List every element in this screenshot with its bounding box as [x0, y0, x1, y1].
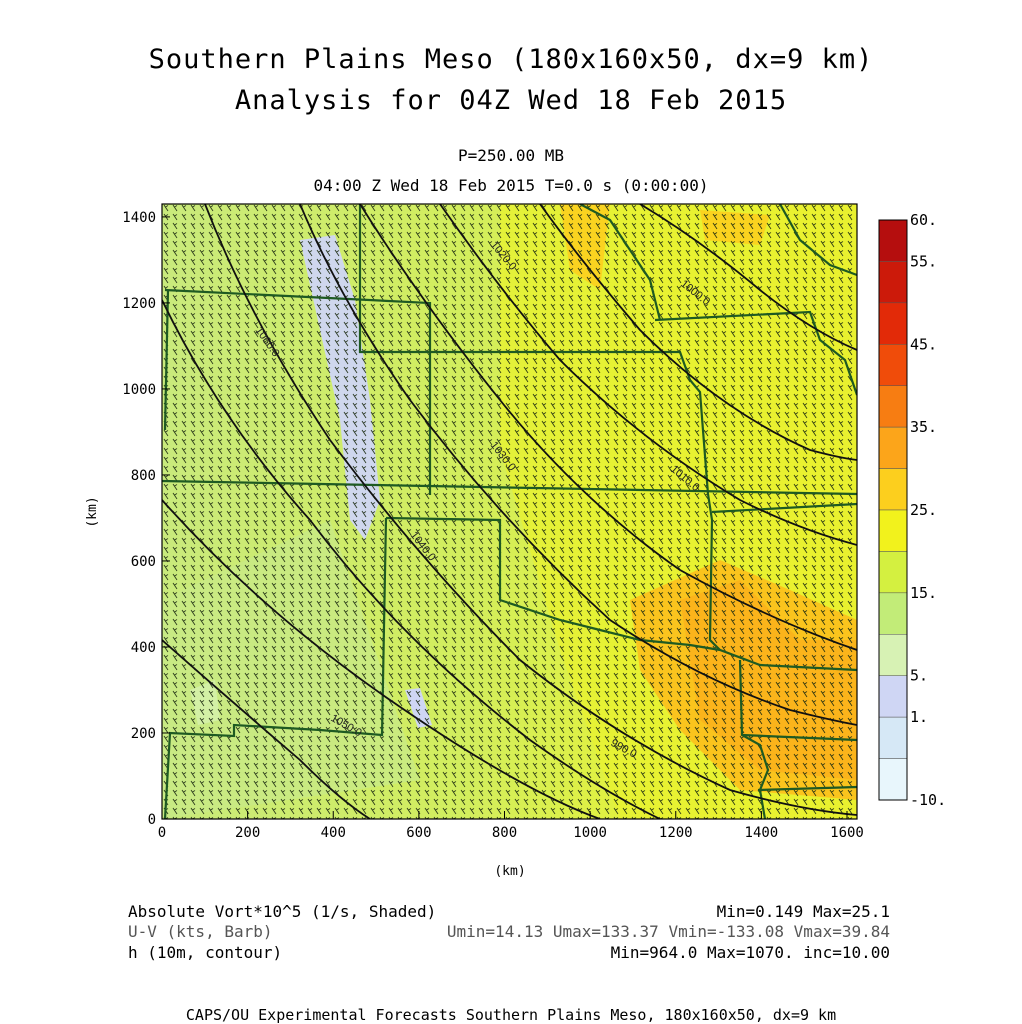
- y-tick-label: 200: [131, 726, 156, 742]
- y-tick-label: 800: [131, 468, 156, 484]
- x-axis-label: (km): [494, 864, 525, 879]
- x-tick-label: 1200: [659, 825, 693, 841]
- colorbar-label: 35.: [910, 418, 937, 436]
- y-tick-label: 0: [148, 812, 156, 828]
- x-tick-label: 1000: [573, 825, 607, 841]
- valid-time: 04:00 Z Wed 18 Feb 2015 T=0.0 s (0:00:00…: [313, 176, 709, 195]
- legend-field-2-name: U-V (kts, Barb): [128, 922, 273, 941]
- legend-field-2-stats: Umin=14.13 Umax=133.37 Vmin=-133.08 Vmax…: [446, 922, 890, 941]
- x-tick-label: 400: [321, 825, 346, 841]
- y-axis: 0 200 400 600 800 1000 1200 1400: [122, 210, 170, 828]
- colorbar-swatch: [878, 261, 908, 304]
- plot-area: 1060.0 1050.0 1040.0 1030.0 1020.0 1010.…: [161, 203, 858, 820]
- colorbar-swatch: [878, 426, 908, 469]
- x-tick-label: 600: [406, 825, 431, 841]
- vorticity-shading: [162, 204, 857, 819]
- title-line-2: Analysis for 04Z Wed 18 Feb 2015: [234, 85, 788, 116]
- colorbar-swatch: [878, 634, 908, 676]
- legend-field-3-name: h (10m, contour): [128, 943, 283, 962]
- colorbar-frame: [878, 219, 908, 801]
- x-tick-label: 0: [158, 825, 166, 841]
- x-tick-label: 1400: [745, 825, 779, 841]
- title-line-1: Southern Plains Meso (180x160x50, dx=9 k…: [148, 44, 874, 75]
- colorbar-swatch: [878, 385, 908, 428]
- colorbar-swatch: [878, 551, 908, 594]
- y-tick-label: 600: [131, 554, 156, 570]
- colorbar-swatch: [878, 675, 908, 718]
- legend-field-1-stats: Min=0.149 Max=25.1: [716, 902, 890, 921]
- colorbar-label: 15.: [910, 584, 937, 602]
- plot-frame: [161, 203, 858, 820]
- colorbar-swatch: [878, 344, 908, 386]
- pressure-level: P=250.00 MB: [458, 146, 564, 165]
- colorbar-label: -10.: [910, 791, 946, 809]
- colorbar-label: 45.: [910, 335, 937, 353]
- colorbar-swatch: [878, 592, 908, 635]
- colorbar-swatch: [878, 509, 908, 552]
- legend-field-3-stats: Min=964.0 Max=1070. inc=10.00: [610, 943, 890, 962]
- footer-credit: CAPS/OU Experimental Forecasts Southern …: [185, 1006, 837, 1024]
- y-tick-label: 1400: [122, 210, 156, 226]
- y-axis-label: (km): [85, 496, 100, 527]
- colorbar-swatch: [878, 758, 908, 801]
- x-tick-label: 1600: [830, 825, 864, 841]
- legend-field-1-name: Absolute Vort*10^5 (1/s, Shaded): [128, 902, 437, 921]
- colorbar-label: 5.: [910, 667, 928, 685]
- colorbar-label: 25.: [910, 501, 937, 519]
- colorbar-swatch: [878, 219, 908, 262]
- colorbar: 60. 55. 45. 35. 25. 15. 5. 1. -10.: [878, 211, 946, 809]
- colorbar-swatch: [878, 302, 908, 345]
- x-axis: 0 200 400 600 800 1000 1200 1400 1600: [158, 811, 864, 841]
- height-contours: [162, 204, 857, 819]
- y-tick-label: 400: [131, 640, 156, 656]
- x-tick-label: 800: [492, 825, 517, 841]
- colorbar-swatch: [878, 468, 908, 511]
- colorbar-label: 55.: [910, 252, 937, 270]
- colorbar-label: 60.: [910, 211, 937, 229]
- y-tick-label: 1200: [122, 296, 156, 312]
- colorbar-label: 1.: [910, 708, 928, 726]
- y-tick-label: 1000: [122, 382, 156, 398]
- colorbar-swatch: [878, 716, 908, 759]
- x-tick-label: 200: [235, 825, 260, 841]
